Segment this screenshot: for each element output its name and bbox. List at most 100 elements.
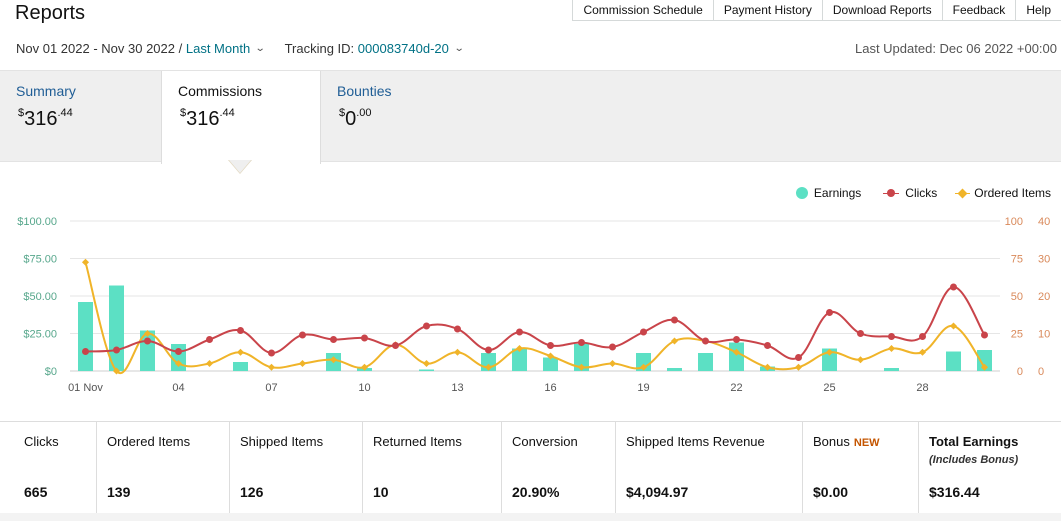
clicks-line <box>85 285 986 360</box>
clicks-point <box>578 339 585 346</box>
stat-shipped-items: Shipped Items 126 <box>230 422 363 514</box>
earnings-bar <box>946 351 961 371</box>
stat-value: 10 <box>373 484 389 500</box>
x-axis-tick: 10 <box>358 382 370 394</box>
x-axis-tick: 16 <box>544 382 556 394</box>
clicks-point <box>113 346 120 354</box>
legend-clicks-label: Clicks <box>905 186 938 200</box>
clicks-point <box>237 327 244 334</box>
ordered-items-point <box>546 352 555 360</box>
stat-ordered-items: Ordered Items 139 <box>97 422 230 514</box>
clicks-point <box>888 333 895 340</box>
left-axis-tick: $50.00 <box>23 291 57 303</box>
x-axis-tick: 22 <box>730 382 742 394</box>
ordered-items-point <box>360 363 369 371</box>
bounties-amount: $0.00 <box>339 107 372 130</box>
clicks-point <box>268 349 275 357</box>
tracking-id-dropdown[interactable]: 000083740d-20 <box>357 41 449 56</box>
earnings-bar <box>698 353 713 371</box>
clicks-point <box>764 342 771 349</box>
stat-total-earnings: Total Earnings (Includes Bonus) $316.44 <box>919 422 1061 514</box>
x-axis-tick: 28 <box>916 382 928 394</box>
clicks-point <box>919 333 926 340</box>
earnings-bar <box>543 357 558 371</box>
x-axis-tick: 04 <box>172 382 184 394</box>
stat-bonus: Bonus NEW $0.00 <box>803 422 919 514</box>
ordered-items-point <box>856 356 865 364</box>
tab-summary[interactable]: Summary $316.44 <box>0 71 161 161</box>
clicks-point <box>981 331 988 339</box>
clicks-point <box>175 348 182 355</box>
commissions-amount: $316.44 <box>180 107 235 130</box>
ordered-items-point <box>236 348 245 356</box>
ordered-items-point <box>887 344 896 353</box>
commission-schedule-link[interactable]: Commission Schedule <box>572 0 713 21</box>
clicks-point <box>609 343 616 351</box>
clicks-point <box>454 325 461 333</box>
tab-bounties-label[interactable]: Bounties <box>337 83 392 99</box>
earnings-bar <box>512 348 527 371</box>
clicks-point <box>795 354 802 361</box>
stat-label: Clicks <box>24 434 59 449</box>
stat-label: Shipped Items <box>240 434 324 449</box>
earnings-swatch-icon <box>795 187 808 199</box>
stat-value: $4,094.97 <box>626 484 689 500</box>
tab-pointer <box>229 160 251 173</box>
period-dropdown[interactable]: Last Month <box>185 41 251 56</box>
ordered-items-point <box>515 344 524 353</box>
earnings-bar <box>729 342 744 371</box>
chevron-down-icon[interactable]: ⌄ <box>254 43 266 54</box>
ordered-items-point <box>112 367 121 375</box>
clicks-point <box>516 328 523 336</box>
summary-amount: $316.44 <box>18 107 73 130</box>
chart-legend: Earnings Clicks Ordered Items <box>774 186 1051 200</box>
tab-commissions[interactable]: Commissions $316.44 <box>161 71 321 164</box>
stat-shipped-revenue: Shipped Items Revenue $4,094.97 <box>616 422 803 514</box>
clicks-point <box>423 322 430 330</box>
ordered-items-point <box>422 359 431 368</box>
download-reports-link[interactable]: Download Reports <box>821 0 942 21</box>
ordered-items-point <box>143 329 152 338</box>
legend-ordered-items[interactable]: Ordered Items <box>957 186 1051 200</box>
payment-history-link[interactable]: Payment History <box>712 0 822 21</box>
ordered-items-point <box>205 359 214 368</box>
clicks-point <box>330 336 337 343</box>
tab-commissions-label[interactable]: Commissions <box>178 83 263 99</box>
ordered-items-point <box>577 363 586 371</box>
ordered-items-point <box>763 363 772 371</box>
left-axis-tick: $25.00 <box>23 329 57 341</box>
ordered-items-point <box>670 337 679 345</box>
legend-earnings-label: Earnings <box>813 186 862 200</box>
earnings-bar <box>884 368 899 371</box>
stat-value: 139 <box>107 484 131 500</box>
chevron-down-icon[interactable]: ⌄ <box>453 43 465 54</box>
clicks-axis-tick: 0 <box>1017 366 1023 378</box>
tab-summary-label[interactable]: Summary <box>16 83 76 99</box>
x-axis-tick: 01 Nov <box>68 382 103 394</box>
clicks-point <box>671 316 678 324</box>
left-axis-tick: $0 <box>45 366 57 378</box>
tracking-label: Tracking ID: <box>284 41 355 56</box>
clicks-point <box>950 283 957 291</box>
left-axis-tick: $75.00 <box>23 254 57 266</box>
date-range: Nov 01 2022 - Nov 30 2022 / <box>16 41 183 56</box>
clicks-axis-tick: 50 <box>1011 291 1023 303</box>
feedback-link[interactable]: Feedback <box>941 0 1016 21</box>
legend-clicks[interactable]: Clicks <box>883 186 937 200</box>
legend-earnings[interactable]: Earnings <box>795 186 862 200</box>
stat-label: Conversion <box>512 434 578 449</box>
ordered-items-point <box>484 363 493 371</box>
top-nav: Commission Schedule Payment History Down… <box>572 0 1061 21</box>
filter-bar: Nov 01 2022 - Nov 30 2022 / Last Month ⌄… <box>16 41 483 56</box>
earnings-bar <box>233 362 248 371</box>
summary-band: Summary $316.44 Commissions $316.44 Boun… <box>0 70 1061 164</box>
help-link[interactable]: Help <box>1015 0 1061 21</box>
tab-bounties[interactable]: Bounties $0.00 <box>321 71 481 161</box>
ordered-items-point <box>732 348 741 356</box>
clicks-axis-tick: 25 <box>1011 329 1023 341</box>
x-axis-tick: 25 <box>823 382 835 394</box>
clicks-axis-tick: 100 <box>1005 216 1023 228</box>
ordered-items-point <box>918 348 927 356</box>
stat-value: 665 <box>24 484 48 500</box>
clicks-point <box>361 334 368 342</box>
